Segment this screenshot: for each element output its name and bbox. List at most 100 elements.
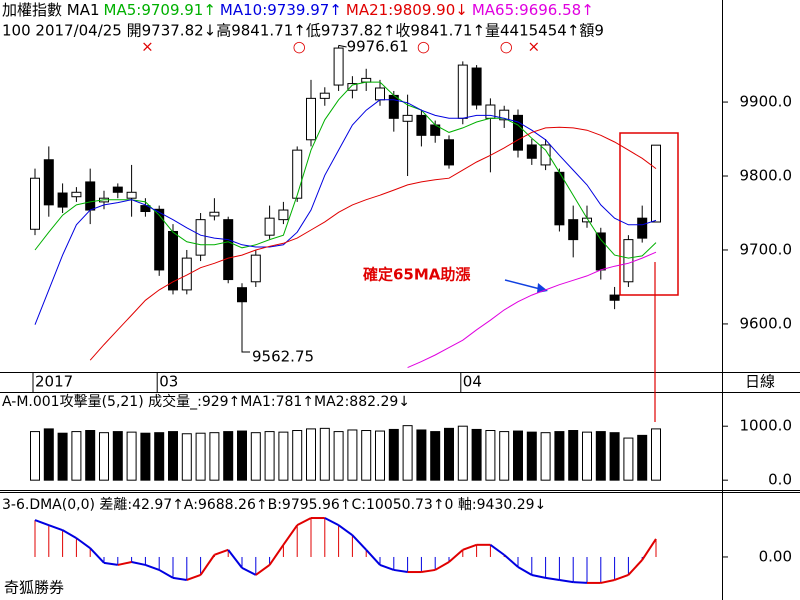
dma-line xyxy=(365,549,381,566)
dma-line xyxy=(172,576,187,581)
signal: × xyxy=(528,38,541,56)
volume-bar xyxy=(485,430,496,481)
dma-line xyxy=(379,563,395,571)
candle-down xyxy=(168,230,178,291)
candle-down xyxy=(637,217,648,239)
dma-line xyxy=(89,547,105,564)
volume-bar xyxy=(181,433,192,481)
dma-line xyxy=(48,524,63,532)
candle-up xyxy=(181,257,192,291)
dma-line xyxy=(103,561,118,566)
volume-bar xyxy=(30,431,40,481)
candle-down xyxy=(513,114,523,151)
volume-bar xyxy=(651,428,661,481)
dma-line xyxy=(227,549,243,569)
dma-line xyxy=(296,517,312,527)
dma-line xyxy=(641,538,657,561)
volume-bar xyxy=(540,432,551,481)
dma-line xyxy=(393,568,408,574)
dma-line xyxy=(517,566,533,576)
dma-line xyxy=(131,561,146,566)
candle-down xyxy=(471,67,482,106)
dma-line xyxy=(324,517,340,527)
candle-up xyxy=(333,47,344,86)
y-tick-label: 9700.0 xyxy=(740,240,793,258)
dma-line xyxy=(614,574,629,581)
volume-bar xyxy=(430,431,441,481)
volume-bar xyxy=(623,437,634,481)
dma-line xyxy=(338,524,353,537)
volume-bar xyxy=(306,428,316,481)
dma-line xyxy=(199,554,216,576)
candle-down xyxy=(388,94,399,119)
volume-bar xyxy=(526,431,537,481)
dma-line xyxy=(531,573,546,579)
volume-bar xyxy=(319,427,330,481)
candle-down xyxy=(444,139,454,166)
volume-bar xyxy=(168,431,178,481)
dma-line xyxy=(34,519,50,527)
candle-up xyxy=(402,114,413,122)
dma-line xyxy=(255,564,271,576)
volume-bar xyxy=(347,429,358,481)
candle-down xyxy=(85,181,96,211)
ma-line xyxy=(34,99,657,325)
volume-bar xyxy=(333,431,344,481)
volume-bar xyxy=(237,430,247,481)
dma-line xyxy=(158,569,174,579)
signal: ○ xyxy=(500,38,513,56)
volume-bar xyxy=(388,428,399,481)
legend-entry: MA5:9709.91↑ xyxy=(104,1,216,19)
dma-line xyxy=(241,566,257,576)
candle-down xyxy=(112,186,123,193)
low-label: 9562.75 xyxy=(252,348,314,366)
y-tick-label: 1000.0 xyxy=(740,417,793,435)
volume-bar xyxy=(513,430,523,481)
candle-down xyxy=(154,208,165,271)
dma-line xyxy=(627,559,643,576)
y-tick-label: 0.00 xyxy=(759,547,792,565)
volume-bar xyxy=(416,429,427,481)
period-label: 日線 xyxy=(745,373,775,391)
candle-up xyxy=(126,191,137,199)
candle-down xyxy=(237,287,247,303)
leader xyxy=(338,44,347,48)
candle-down xyxy=(609,294,620,301)
dma-line xyxy=(573,581,588,584)
header: A-M.001攻擊量(5,21) 成交量_:929↑MA1:781↑MA2:88… xyxy=(2,393,410,410)
y-tick-label: 9900.0 xyxy=(740,93,793,111)
volume-bar xyxy=(264,431,275,481)
candle-up xyxy=(540,144,551,166)
ma-line xyxy=(407,251,657,369)
volume-bar xyxy=(278,431,289,481)
y-tick-label: 9800.0 xyxy=(740,167,793,185)
dma-line xyxy=(351,534,367,551)
volume-bar xyxy=(595,431,606,481)
volume-bar xyxy=(568,430,579,481)
volume-bar xyxy=(209,432,220,481)
dma-line xyxy=(117,561,132,566)
high-label: 9976.61 xyxy=(347,38,409,56)
dma-line xyxy=(448,549,464,563)
volume-bar xyxy=(499,431,510,481)
dma-line xyxy=(214,548,229,556)
leader xyxy=(241,351,250,353)
dma-line xyxy=(186,574,201,581)
header: 加權指數 MA1 MA5:9709.91↑ MA10:9739.97↑ MA21:98… xyxy=(2,1,594,19)
dma-line xyxy=(62,529,77,539)
candle-up xyxy=(195,219,206,256)
volume-bar xyxy=(609,432,620,481)
highlight-box xyxy=(619,132,679,296)
candle-up xyxy=(71,191,82,198)
candle-up xyxy=(623,239,634,283)
candle-down xyxy=(43,159,54,206)
dma-line xyxy=(282,524,299,546)
volume-bar xyxy=(457,425,468,481)
volume-bar xyxy=(582,431,592,481)
legend-entry: MA65:9696.58↑ xyxy=(472,1,594,19)
annotation: 確定65MA助漲 xyxy=(362,266,471,284)
dma-line xyxy=(268,544,285,566)
volume-bar xyxy=(112,431,123,481)
signal: ○ xyxy=(293,38,306,56)
signal: × xyxy=(141,38,154,56)
